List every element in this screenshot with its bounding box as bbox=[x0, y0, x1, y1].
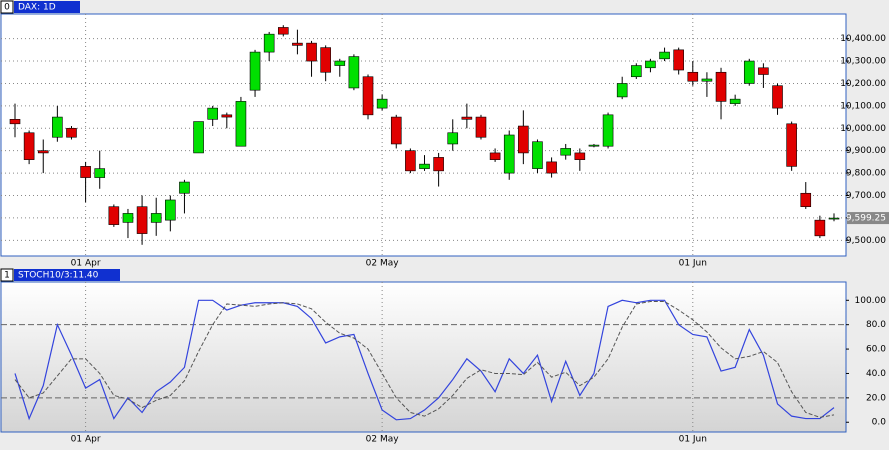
candle-body bbox=[503, 134, 515, 174]
candle-body bbox=[687, 71, 699, 82]
candle-body bbox=[560, 148, 572, 156]
candle-body bbox=[249, 51, 261, 91]
candle-body bbox=[588, 144, 600, 147]
x-tick-label: 01 Apr bbox=[71, 435, 101, 445]
candle-body bbox=[786, 123, 797, 167]
candle-body bbox=[405, 150, 416, 172]
stoch-line bbox=[14, 301, 835, 418]
candle-body bbox=[546, 161, 557, 174]
candle-body bbox=[419, 163, 430, 169]
candle-body bbox=[602, 114, 614, 147]
candle-body bbox=[616, 83, 628, 98]
candle-body bbox=[136, 206, 148, 234]
panel-index: 0 bbox=[4, 3, 10, 13]
candle-body bbox=[23, 132, 35, 160]
x-tick-label: 01 Apr bbox=[71, 259, 101, 269]
y-tick-label: 0.0 bbox=[872, 418, 887, 428]
candle-body bbox=[574, 152, 586, 160]
candle-body bbox=[772, 85, 783, 109]
candle-body bbox=[235, 101, 247, 147]
candle-body bbox=[701, 78, 713, 82]
candle-body bbox=[758, 67, 769, 75]
candle-body bbox=[390, 116, 402, 145]
candle-body bbox=[348, 56, 360, 89]
candle-body bbox=[150, 213, 162, 223]
candle-body bbox=[52, 116, 63, 138]
y-tick-label: 40.0 bbox=[866, 369, 886, 379]
last-price-box bbox=[847, 212, 889, 225]
candle-body bbox=[461, 116, 473, 120]
stoch-panel bbox=[0, 281, 847, 433]
candle-body bbox=[94, 168, 106, 178]
candle-body bbox=[263, 33, 275, 53]
candle-body bbox=[207, 107, 218, 120]
candle-body bbox=[532, 141, 543, 169]
y-tick-label: 9,800.00 bbox=[846, 169, 886, 179]
candle-body bbox=[334, 60, 346, 66]
candle-body bbox=[320, 47, 331, 73]
candle-body bbox=[489, 152, 501, 160]
y-tick-label: 9,500.00 bbox=[846, 236, 886, 246]
candle-body bbox=[362, 76, 374, 116]
candle-body bbox=[122, 213, 134, 223]
y-tick-label: 9,700.00 bbox=[846, 191, 886, 201]
y-tick-label: 60.0 bbox=[866, 345, 886, 355]
candle-body bbox=[80, 166, 91, 178]
candle-body bbox=[292, 42, 303, 46]
candle-body bbox=[376, 98, 388, 109]
candle-body bbox=[447, 132, 459, 145]
candle-body bbox=[631, 65, 642, 78]
panel-tab[interactable] bbox=[0, 268, 14, 282]
x-tick-label: 02 May bbox=[366, 435, 400, 445]
candle-body bbox=[165, 199, 176, 221]
indicator-title: STOCH10/3:11.40 bbox=[18, 271, 99, 281]
candle-body bbox=[66, 127, 77, 138]
panel-tab[interactable] bbox=[0, 0, 14, 14]
y-tick-label: 20.0 bbox=[866, 393, 886, 403]
last-price-label: 9,599.25 bbox=[846, 214, 886, 224]
y-tick-label: 10,000.00 bbox=[840, 124, 886, 134]
x-tick-label: 02 May bbox=[366, 259, 400, 269]
candle-body bbox=[9, 119, 21, 125]
candle-body bbox=[659, 51, 670, 60]
candle-body bbox=[800, 192, 812, 208]
y-tick-label: 80.0 bbox=[866, 320, 886, 330]
candle-body bbox=[108, 206, 120, 225]
y-tick-label: 10,100.00 bbox=[840, 101, 886, 111]
candle-body bbox=[277, 27, 289, 35]
candle-body bbox=[645, 60, 656, 69]
y-tick-label: 10,400.00 bbox=[840, 34, 886, 44]
chart-title: DAX: 1D bbox=[18, 3, 56, 13]
candle-body bbox=[179, 181, 190, 194]
candle-body bbox=[475, 116, 487, 138]
stoch-line bbox=[14, 299, 835, 421]
y-tick-label: 10,200.00 bbox=[840, 79, 886, 89]
x-tick-label: 01 Jun bbox=[679, 435, 707, 445]
candle-body bbox=[37, 150, 49, 154]
candle-body bbox=[221, 114, 233, 118]
y-tick-label: 9,900.00 bbox=[846, 146, 886, 156]
candle-body bbox=[715, 71, 727, 102]
candle-body bbox=[729, 98, 741, 104]
y-tick-label: 10,300.00 bbox=[840, 57, 886, 67]
title-bar[interactable] bbox=[14, 1, 80, 13]
candle-body bbox=[814, 219, 826, 237]
candle-body bbox=[828, 217, 840, 220]
y-tick-label: 100.00 bbox=[855, 296, 887, 306]
candle-body bbox=[673, 49, 684, 71]
x-tick-label: 01 Jun bbox=[679, 259, 707, 269]
panel-index: 1 bbox=[4, 271, 10, 281]
candle-body bbox=[193, 121, 204, 154]
title-bar[interactable] bbox=[14, 269, 120, 281]
candle-body bbox=[743, 60, 755, 84]
candle-body bbox=[306, 42, 317, 62]
candle-body bbox=[518, 125, 529, 154]
candle-body bbox=[433, 157, 444, 172]
